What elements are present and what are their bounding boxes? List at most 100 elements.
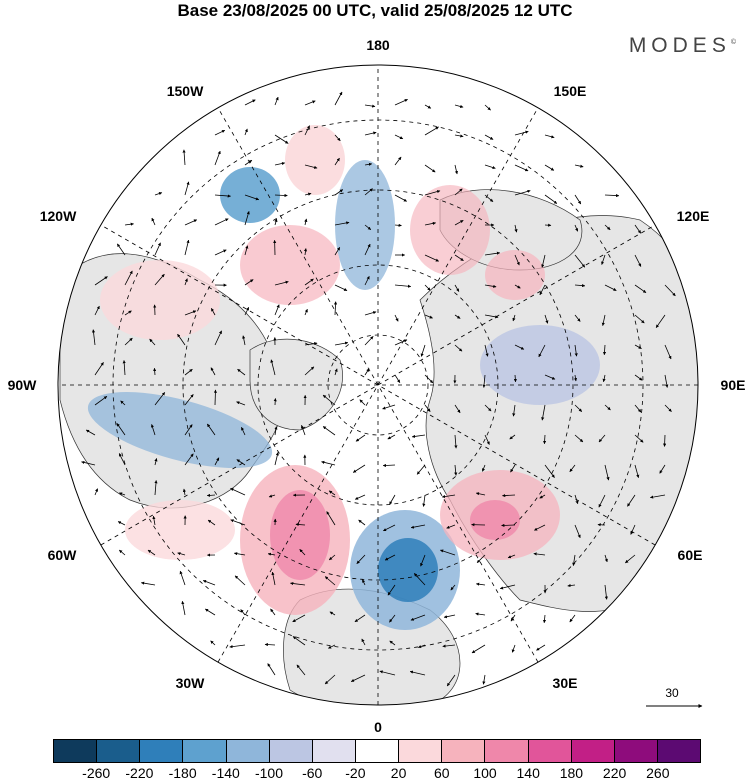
- wind-vector-arrow: [364, 311, 377, 316]
- colorbar-tick-label: 20: [390, 765, 407, 781]
- wind-vector-arrow: [140, 581, 156, 586]
- wind-vector-arrow: [634, 464, 640, 479]
- map-border: [57, 64, 699, 706]
- wind-vector-arrow: [454, 104, 464, 108]
- colorbar-cell: [657, 740, 701, 762]
- wind-vector-arrow: [355, 434, 366, 442]
- wind-vector-arrow: [364, 162, 373, 166]
- wind-vector-arrow: [356, 554, 366, 564]
- colorbar-tick-label: -20: [345, 765, 366, 781]
- wind-vector-arrow: [179, 570, 186, 586]
- wind-vector-arrow: [244, 210, 250, 226]
- wind-vector-arrow: [604, 193, 620, 198]
- wind-vector-arrow: [573, 374, 578, 382]
- wind-vector-arrow: [296, 664, 306, 676]
- wind-vector-arrow: [454, 314, 461, 319]
- wind-vector-arrow: [270, 608, 276, 616]
- wind-vector-arrow: [394, 314, 399, 322]
- wind-vector-arrow: [664, 374, 669, 388]
- longitude-label-lon-0: 0: [374, 719, 382, 735]
- wind-vector-arrow: [85, 429, 96, 436]
- wind-vector-arrow: [394, 339, 408, 346]
- wind-vector-arrow: [81, 460, 96, 466]
- wind-vector-arrow: [354, 614, 366, 623]
- wind-vector-arrow: [409, 670, 426, 676]
- wind-vector-arrow: [533, 552, 546, 556]
- wind-vector-arrow: [424, 374, 434, 384]
- wind-vector-arrow: [290, 581, 306, 586]
- wind-vector-arrow: [182, 149, 186, 166]
- longitude-label-lon-180: 180: [366, 37, 390, 53]
- wind-vector-arrow: [154, 192, 163, 196]
- wind-vector-arrow: [424, 254, 439, 262]
- colorbar-tick-label: -140: [211, 765, 240, 781]
- colorbar-cell: [140, 740, 184, 762]
- wind-vector-arrow: [94, 276, 108, 286]
- wind-vector-arrow: [184, 368, 193, 376]
- wind-vector-arrow: [274, 426, 278, 436]
- wind-vector-arrow: [511, 644, 516, 653]
- colorbar: [53, 739, 701, 763]
- brand-text: MODES: [628, 34, 731, 57]
- wind-vector-arrow: [207, 519, 216, 526]
- wind-vector-arrow: [499, 584, 516, 590]
- colorbar-cell: [355, 740, 400, 762]
- wind-vector-arrow: [510, 464, 516, 473]
- wind-vector-arrow: [604, 284, 617, 291]
- wind-vector-arrow: [274, 304, 280, 316]
- wind-vector-arrow: [334, 247, 341, 256]
- wind-vector-arrow: [274, 96, 279, 106]
- brand-mark: ©: [730, 39, 736, 46]
- wind-vector-arrow: [124, 310, 132, 316]
- wind-vector-arrow: [214, 194, 231, 198]
- wind-vector-arrow: [214, 129, 226, 136]
- wind-vector-arrow: [634, 404, 642, 413]
- colorbar-tick-label: -100: [254, 765, 284, 781]
- wind-vector-arrow: [539, 284, 546, 296]
- anomaly-neg-2: [87, 391, 273, 469]
- wind-vector-arrow: [454, 219, 464, 226]
- anomaly-pos-5: [410, 185, 490, 275]
- wind-vector-arrow: [627, 494, 636, 507]
- wind-vector-arrow: [304, 125, 310, 136]
- wind-vector-arrow: [364, 188, 373, 196]
- colorbar-cell: [485, 740, 529, 762]
- wind-vector-arrow: [153, 367, 157, 376]
- wind-vector-arrow: [213, 389, 218, 406]
- wind-vector-arrow: [598, 434, 606, 443]
- wind-vector-arrow: [539, 494, 546, 499]
- wind-vector-arrow: [443, 614, 456, 619]
- wind-vector-arrow: [244, 194, 260, 201]
- wind-vector-arrow: [514, 130, 529, 136]
- wind-vector-arrow: [322, 394, 336, 406]
- wind-vector-arrow: [202, 580, 216, 586]
- wind-vector-arrow: [424, 404, 431, 412]
- wind-vector-arrow: [634, 224, 642, 234]
- wind-vector-arrow: [424, 104, 432, 109]
- wind-vector-arrow: [184, 219, 198, 226]
- wind-vector-arrow: [230, 519, 246, 526]
- wind-vector-arrow: [484, 104, 491, 111]
- longitude-label-lon-150e: 150E: [553, 83, 587, 99]
- wind-vector-arrow: [512, 314, 516, 322]
- wind-vector-arrow: [91, 329, 96, 346]
- wind-vector-arrow: [334, 221, 350, 226]
- wind-vector-arrow: [422, 494, 426, 507]
- wind-vector-arrow: [210, 308, 216, 316]
- wind-vector-arrow: [237, 368, 246, 376]
- wind-vector-arrow: [424, 164, 436, 173]
- wind-vector-arrow: [514, 344, 525, 350]
- wind-vector-arrow: [513, 374, 517, 383]
- wind-vector-arrow: [364, 276, 370, 286]
- wind-vector-arrow: [206, 423, 216, 436]
- wind-vector-arrow: [264, 642, 276, 647]
- wind-vector-arrow: [274, 280, 289, 286]
- wind-vector-arrow: [234, 575, 246, 586]
- wind-vector-arrow: [229, 644, 246, 649]
- wind-vector-arrow: [484, 134, 494, 140]
- wind-vector-arrow: [214, 457, 220, 466]
- wind-vector-arrow: [299, 549, 306, 556]
- wind-vector-arrow: [446, 524, 456, 529]
- wind-vector-arrow: [244, 99, 256, 106]
- wind-vector-arrow: [601, 314, 606, 327]
